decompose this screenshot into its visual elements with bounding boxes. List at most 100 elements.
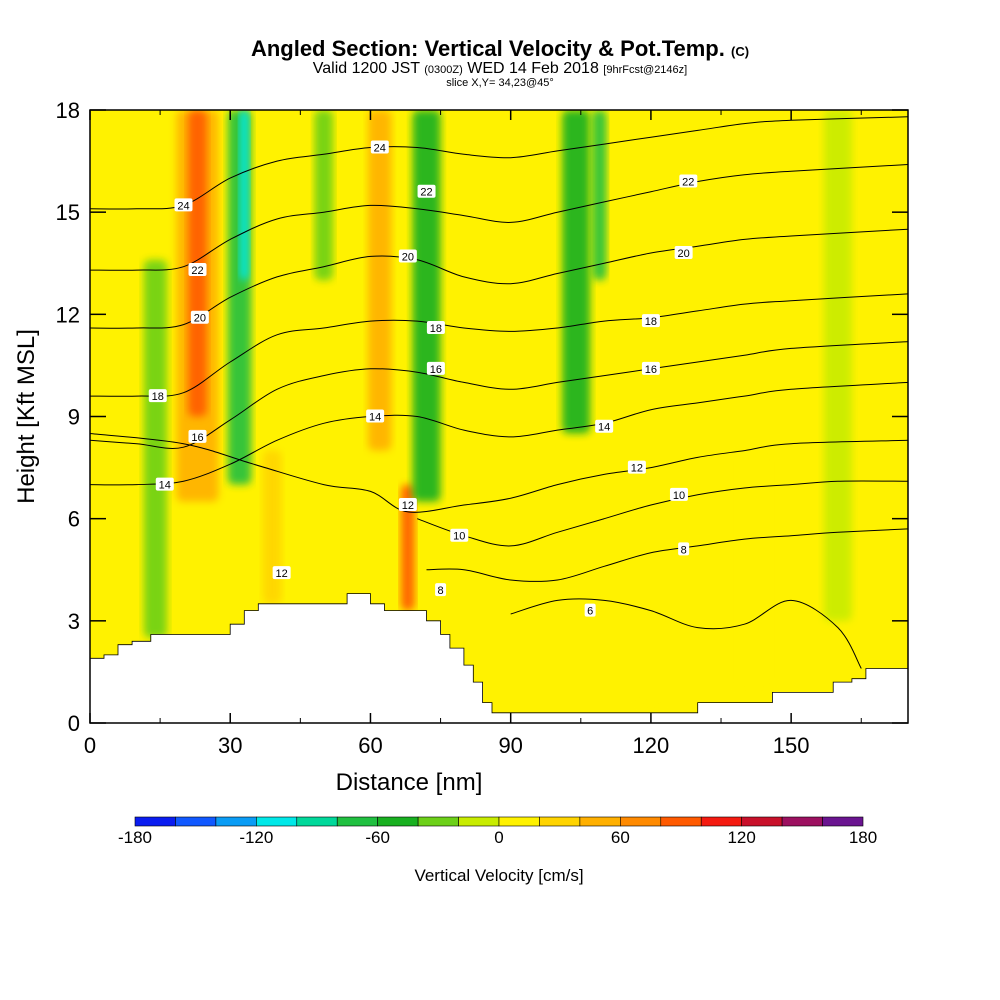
colorbar-swatch xyxy=(620,816,662,827)
contour-label-15: 8 xyxy=(435,583,447,597)
colorbar-swatch xyxy=(822,816,864,827)
colorbar-swatch xyxy=(579,816,621,827)
isentrope-20 xyxy=(90,228,908,329)
velocity-column-5 xyxy=(239,110,249,281)
velocity-column-7 xyxy=(314,110,334,281)
contour-label-7: 24 xyxy=(370,140,389,154)
contour-label-19: 18 xyxy=(641,314,660,328)
velocity-column-10 xyxy=(412,110,441,502)
svg-text:8: 8 xyxy=(438,585,444,597)
contour-label-10: 18 xyxy=(426,320,445,335)
colorbar-tick-label: 120 xyxy=(727,828,755,847)
svg-text:18: 18 xyxy=(152,391,164,403)
valid-prefix: Valid 1200 JST xyxy=(312,60,420,77)
contour-label-4: 18 xyxy=(148,389,167,403)
y-tick-label: 3 xyxy=(68,609,80,634)
x-tick-label: 150 xyxy=(773,733,810,758)
colorbar-swatch xyxy=(296,816,338,827)
valid-utc: (0300Z) xyxy=(424,64,463,76)
svg-text:22: 22 xyxy=(682,177,694,189)
x-axis-label: Distance [nm] xyxy=(336,769,483,796)
svg-text:10: 10 xyxy=(453,531,465,543)
velocity-column-1 xyxy=(143,259,168,638)
svg-text:16: 16 xyxy=(645,364,657,376)
y-axis-label: Height [Kft MSL] xyxy=(13,329,40,504)
svg-text:24: 24 xyxy=(177,200,189,212)
colorbar-swatch xyxy=(134,816,176,827)
svg-text:16: 16 xyxy=(191,432,203,444)
contour-label-16: 12 xyxy=(272,566,291,580)
velocity-column-13 xyxy=(636,314,665,706)
slice-info: slice X,Y= 34,23@45° xyxy=(446,77,554,89)
axes: 0 30 60 90 120 150 0 3 6 9 12 15 18 Distance [nm] Heig… xyxy=(13,98,908,796)
svg-text:10: 10 xyxy=(673,490,685,502)
contour-label-22: 12 xyxy=(627,460,646,475)
svg-text:12: 12 xyxy=(276,568,288,580)
svg-text:14: 14 xyxy=(369,412,381,424)
y-tick-label: 0 xyxy=(68,711,80,736)
velocity-column-11 xyxy=(562,110,591,434)
velocity-column-8 xyxy=(368,110,392,451)
colorbar-label: Vertical Velocity [cm/s] xyxy=(414,866,583,885)
contour-label-18: 20 xyxy=(674,246,693,260)
x-tick-label: 0 xyxy=(84,733,96,758)
colorbar-swatch xyxy=(377,816,419,827)
colorbar-tick-label: 180 xyxy=(849,828,877,847)
contour-label-6: 14 xyxy=(155,477,174,492)
y-tick-label: 12 xyxy=(56,302,80,327)
isentrope-14 xyxy=(90,381,908,486)
contour-label-24: 8 xyxy=(678,542,690,556)
isentrope-16 xyxy=(90,341,908,449)
colorbar-swatch xyxy=(336,816,378,827)
svg-text:8: 8 xyxy=(681,544,687,556)
svg-text:12: 12 xyxy=(402,500,414,512)
svg-text:24: 24 xyxy=(374,142,386,154)
velocity-column-9 xyxy=(400,484,415,611)
y-tick-label: 15 xyxy=(56,200,80,225)
contour-label-2: 22 xyxy=(188,263,207,277)
colorbar-swatch xyxy=(256,816,298,827)
colorbar-swatch xyxy=(700,816,742,827)
potential-temperature-contours xyxy=(90,116,908,669)
y-tick-label: 18 xyxy=(56,98,80,123)
colorbar-swatch xyxy=(175,816,217,827)
svg-text:6: 6 xyxy=(587,606,593,618)
colorbar-tick-label: -120 xyxy=(239,828,273,847)
isentrope-24 xyxy=(90,116,908,210)
colorbar-tick-label: 60 xyxy=(611,828,630,847)
velocity-column-15 xyxy=(823,110,852,621)
isentrope-8 xyxy=(426,528,908,582)
colorbar-swatch xyxy=(458,816,500,827)
x-tick-label: 30 xyxy=(218,733,242,758)
title-text: Angled Section: Vertical Velocity & Pot.… xyxy=(250,36,725,61)
isentrope-12 xyxy=(90,433,908,513)
contour-label-13: 12 xyxy=(398,498,417,512)
contour-label-3: 20 xyxy=(190,310,209,325)
contour-label-1: 24 xyxy=(174,198,193,212)
svg-text:20: 20 xyxy=(678,248,690,260)
colorbar-tick-label: 0 xyxy=(494,828,503,847)
chart-title: Angled Section: Vertical Velocity & Pot.… xyxy=(0,36,1000,62)
contour-label-12: 14 xyxy=(366,409,385,424)
colorbar-swatch xyxy=(781,816,823,827)
colorbar: -180 -120 -60 0 60 120 180 Vertical Velocity [c… xyxy=(118,816,877,885)
svg-text:16: 16 xyxy=(430,364,442,376)
colorbar-swatch xyxy=(417,816,459,827)
valid-date: WED 14 Feb 2018 xyxy=(467,60,599,77)
colorbar-tick-label: -180 xyxy=(118,828,152,847)
colorbar-swatch xyxy=(660,816,702,827)
contour-label-25: 6 xyxy=(584,603,596,618)
isentrope-18 xyxy=(90,293,908,397)
velocity-column-14 xyxy=(735,450,773,689)
contour-label-23: 10 xyxy=(669,487,688,502)
velocity-column-12 xyxy=(592,110,607,281)
svg-text:20: 20 xyxy=(402,251,414,263)
x-tick-label: 120 xyxy=(633,733,670,758)
colorbar-swatch xyxy=(741,816,783,827)
svg-text:18: 18 xyxy=(430,323,442,335)
forecast-info: [9hrFcst@2146z] xyxy=(603,64,688,76)
colorbar-swatch xyxy=(498,816,540,827)
svg-text:18: 18 xyxy=(645,316,657,328)
x-tick-label: 60 xyxy=(358,733,382,758)
